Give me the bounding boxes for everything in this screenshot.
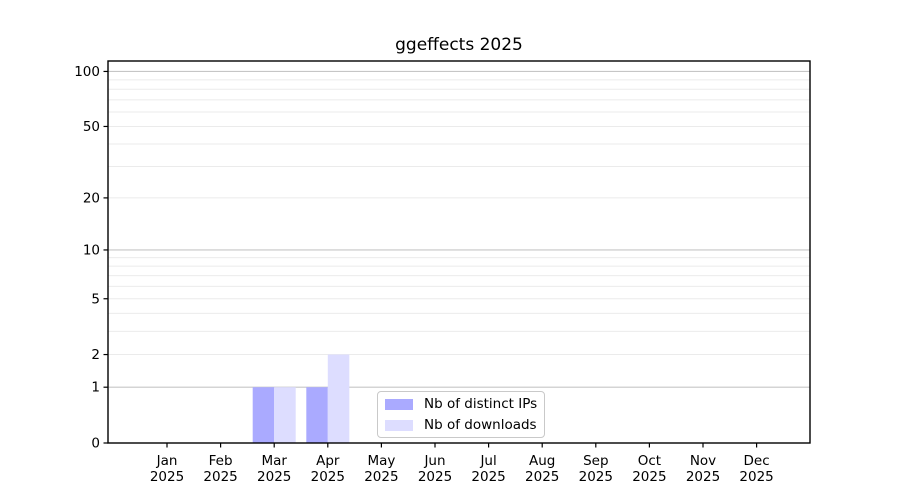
- bar-nb-of-downloads-mar-2025: [274, 387, 296, 443]
- y-tick-label: 0: [91, 436, 100, 452]
- legend-label-distinct-ips: Nb of distinct IPs: [424, 396, 538, 412]
- y-tick-label: 10: [83, 242, 100, 258]
- x-tick-label-month: Apr: [316, 453, 340, 469]
- legend: Nb of distinct IPs Nb of downloads: [377, 391, 545, 438]
- y-tick-label: 20: [83, 190, 100, 206]
- y-tick-label: 50: [83, 119, 100, 135]
- x-tick-label-year: 2025: [364, 469, 398, 485]
- legend-item-downloads: Nb of downloads: [385, 417, 544, 434]
- x-tick-label-year: 2025: [686, 469, 720, 485]
- x-tick-label-year: 2025: [632, 469, 666, 485]
- chart-title: ggeffects 2025: [395, 35, 523, 55]
- x-tick-label-month: Oct: [638, 453, 661, 469]
- y-tick-label: 1: [91, 380, 100, 396]
- bar-nb-of-downloads-apr-2025: [327, 354, 350, 443]
- bar-nb-of-distinct-ips-mar-2025: [252, 387, 275, 443]
- y-tick-label: 100: [74, 64, 100, 80]
- x-tick-label-month: Feb: [209, 453, 233, 469]
- y-tick-label: 5: [91, 291, 100, 307]
- x-tick-label-year: 2025: [311, 469, 345, 485]
- bar-nb-of-distinct-ips-apr-2025: [306, 387, 328, 443]
- x-tick-label-month: Jan: [156, 453, 178, 469]
- x-tick-label-month: May: [367, 453, 395, 469]
- x-tick-label-year: 2025: [418, 469, 452, 485]
- x-tick-label-month: Jul: [479, 453, 496, 469]
- x-tick-label-year: 2025: [739, 469, 773, 485]
- legend-item-distinct-ips: Nb of distinct IPs: [385, 396, 544, 413]
- x-tick-label-year: 2025: [471, 469, 505, 485]
- x-tick-label-year: 2025: [525, 469, 559, 485]
- x-tick-label-year: 2025: [203, 469, 237, 485]
- x-tick-label-month: Aug: [529, 453, 555, 469]
- x-tick-label-month: Dec: [744, 453, 770, 469]
- legend-swatch-downloads: [385, 419, 413, 431]
- x-tick-label-month: Jun: [423, 453, 445, 469]
- legend-label-downloads: Nb of downloads: [424, 417, 537, 433]
- legend-swatch-distinct-ips: [385, 398, 413, 410]
- x-tick-label-year: 2025: [579, 469, 613, 485]
- x-tick-label-month: Sep: [583, 453, 608, 469]
- x-tick-label-month: Mar: [261, 453, 287, 469]
- x-tick-label-year: 2025: [150, 469, 184, 485]
- y-tick-label: 2: [91, 347, 100, 363]
- x-tick-label-year: 2025: [257, 469, 291, 485]
- plot-border: [107, 60, 811, 444]
- x-tick-label-month: Nov: [690, 453, 716, 469]
